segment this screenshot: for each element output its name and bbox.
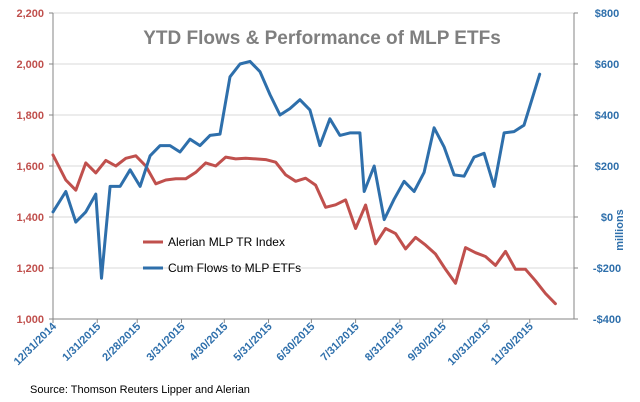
left-tick-label: 1,800 bbox=[16, 110, 44, 122]
legend-label: Cum Flows to MLP ETFs bbox=[168, 261, 301, 275]
right-tick-label: -$200 bbox=[593, 263, 621, 275]
left-tick-label: 1,200 bbox=[16, 263, 44, 275]
left-tick-label: 1,000 bbox=[16, 314, 44, 326]
legend: Alerian MLP TR Index Cum Flows to MLP ETF… bbox=[143, 235, 301, 275]
x-tick-label: 12/31/2014 bbox=[12, 320, 60, 368]
right-tick-label: $600 bbox=[595, 59, 619, 71]
x-tick-label: 3/31/2015 bbox=[144, 321, 187, 364]
right-tick-label: -$400 bbox=[593, 314, 621, 326]
series-lines bbox=[51, 59, 557, 306]
x-tick-label: 11/30/2015 bbox=[489, 321, 536, 368]
x-tick-label: 1/31/2015 bbox=[60, 321, 103, 364]
left-tick-label: 2,200 bbox=[16, 8, 44, 20]
right-tick-label: $200 bbox=[595, 161, 619, 173]
x-tick-label: 10/31/2015 bbox=[446, 321, 493, 368]
x-tick-label: 9/30/2015 bbox=[406, 321, 449, 364]
left-tick-label: 1,600 bbox=[16, 161, 44, 173]
gridlines bbox=[53, 12, 574, 320]
right-axis-label: millions bbox=[614, 209, 626, 251]
right-tick-label: $800 bbox=[595, 8, 619, 20]
left-tick-label: 1,400 bbox=[16, 212, 44, 224]
x-tick-label: 2/28/2015 bbox=[100, 321, 143, 364]
left-tick-label: 2,000 bbox=[16, 59, 44, 71]
series-line-alerian-index bbox=[51, 153, 557, 306]
right-axis-ticks: -$400 -$200 $0 $200 $400 $600 $800 bbox=[574, 8, 621, 326]
left-axis-ticks: 1,000 1,200 1,400 1,600 1,800 2,000 2,200 bbox=[16, 8, 53, 326]
x-tick-label: 5/31/2015 bbox=[232, 321, 275, 364]
x-tick-label: 6/30/2015 bbox=[274, 321, 317, 364]
right-tick-label: $0 bbox=[601, 212, 613, 224]
x-tick-label: 7/31/2015 bbox=[319, 321, 362, 364]
x-tick-label: 4/30/2015 bbox=[187, 321, 230, 364]
source-note: Source: Thomson Reuters Lipper and Aleri… bbox=[30, 384, 250, 396]
right-tick-label: $400 bbox=[595, 110, 619, 122]
x-tick-label: 8/31/2015 bbox=[363, 321, 406, 364]
series-line-cum-flows bbox=[51, 59, 542, 280]
chart-title: YTD Flows & Performance of MLP ETFs bbox=[143, 28, 501, 49]
legend-label: Alerian MLP TR Index bbox=[168, 235, 285, 249]
